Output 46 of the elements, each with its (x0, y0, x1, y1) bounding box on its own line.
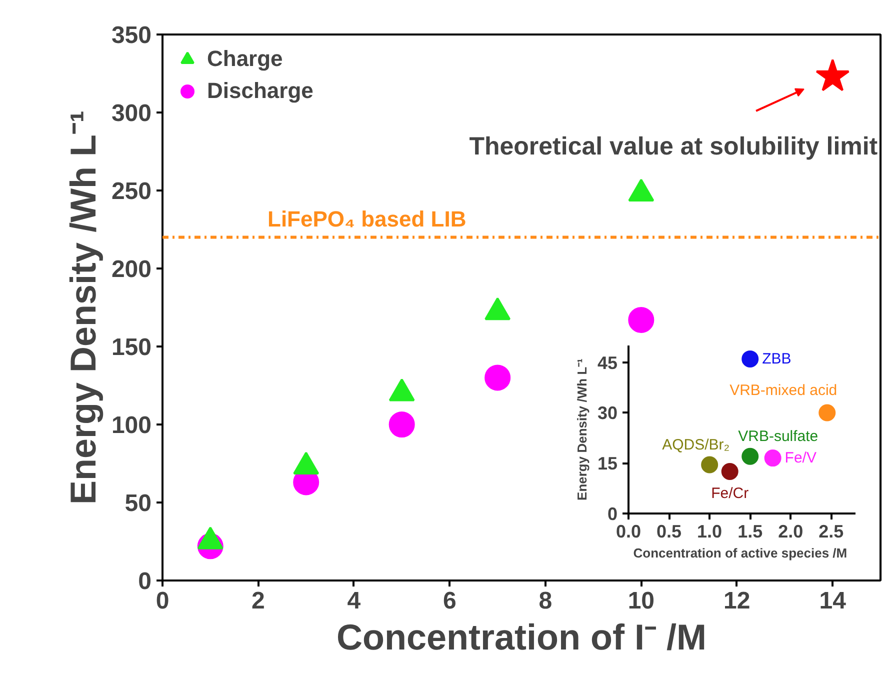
x-axis-title: Concentration of I⁻ /M (336, 616, 706, 658)
series-label: AQDS/Br₂ (662, 436, 730, 454)
point (742, 350, 759, 368)
series-label: Fe/Cr (711, 485, 749, 502)
series-label: Fe/V (784, 450, 816, 467)
x-tick-label: 2.0 (778, 522, 804, 542)
x-tick-label: 14 (819, 588, 847, 614)
y-tick-label: 30 (597, 403, 618, 424)
x-tick-label: 6 (443, 588, 456, 614)
series-label: VRB-mixed acid (730, 382, 838, 400)
y-tick-label: 250 (111, 178, 152, 205)
y-tick-label: 300 (111, 100, 152, 127)
ref-line-label: LiFePO₄ based LIB (268, 206, 466, 232)
x-tick-label: 0.0 (616, 522, 642, 542)
x-tick-label: 0.5 (656, 522, 682, 542)
y-tick-label: 350 (111, 22, 152, 49)
y-tick-label: 50 (124, 490, 152, 517)
y-tick-label: 0 (138, 568, 152, 595)
y-tick-label: 45 (597, 352, 618, 373)
y-axis-title: Energy Density /Wh L⁻¹ (574, 358, 590, 500)
y-tick-label: 100 (111, 412, 152, 439)
x-tick-label: 2.5 (818, 522, 844, 542)
point (764, 450, 782, 467)
legend-label: Charge (207, 46, 283, 72)
point (742, 448, 759, 465)
legend-label: Discharge (207, 78, 314, 104)
y-tick-label: 15 (597, 454, 618, 474)
y-axis-title: Energy Density /Wh L⁻¹ (62, 110, 104, 505)
y-tick-label: 0 (607, 504, 618, 524)
x-axis-title: Concentration of active species /M (633, 546, 848, 560)
point (701, 456, 718, 474)
x-tick-label: 12 (724, 588, 750, 614)
point (721, 463, 738, 480)
x-tick-label: 8 (538, 588, 552, 614)
x-tick-label: 4 (347, 588, 362, 614)
x-tick-label: 2 (252, 588, 265, 614)
series-label: ZBB (762, 350, 792, 368)
x-tick-label: 0 (156, 588, 170, 614)
annotation: Theoretical value at solubility limit (469, 132, 878, 161)
point (818, 404, 836, 422)
x-tick-label: 1.0 (697, 522, 722, 542)
x-tick-label: 1.5 (738, 522, 763, 542)
y-tick-label: 200 (111, 256, 152, 283)
series-label: VRB-sulfate (738, 428, 818, 445)
y-tick-label: 150 (111, 334, 152, 361)
x-tick-label: 10 (628, 588, 655, 614)
